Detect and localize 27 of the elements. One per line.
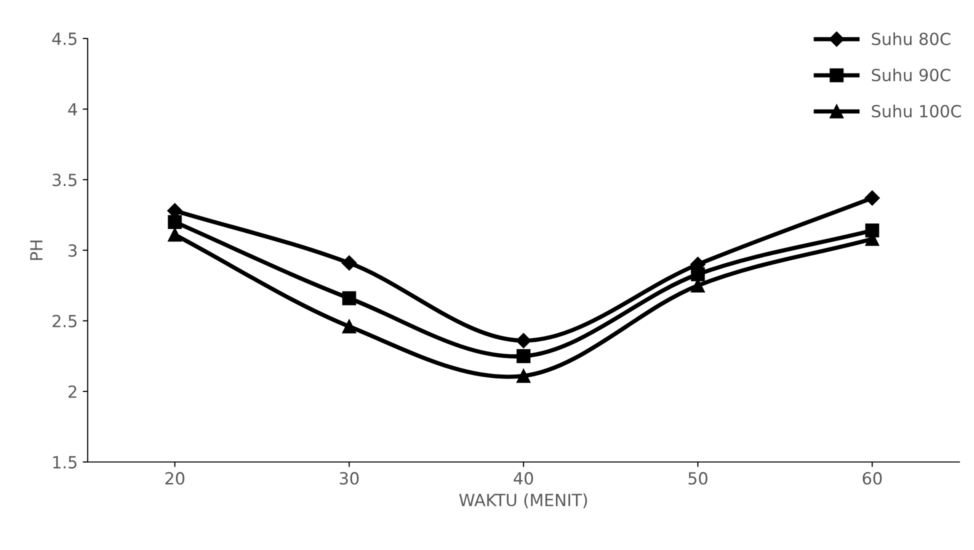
y-axis-title: PH xyxy=(30,240,42,260)
x-tick-label: 30 xyxy=(340,472,359,485)
y-tick-label: 4.5 xyxy=(52,32,76,46)
point xyxy=(342,291,356,306)
x-tick-label: 40 xyxy=(514,472,534,485)
y-tick-label: 2 xyxy=(68,385,76,398)
x-tick-label: 50 xyxy=(688,472,708,485)
point xyxy=(864,190,880,206)
point xyxy=(342,320,356,334)
y-tick-label: 1.5 xyxy=(53,456,76,469)
y-tick-label: 3.5 xyxy=(52,174,76,186)
x-tick-label: 60 xyxy=(862,472,882,485)
point xyxy=(168,228,182,242)
legend-label: Suhu 100C xyxy=(872,104,961,118)
x-tick-label: 20 xyxy=(165,472,184,485)
legend-label: Suhu 90C xyxy=(872,68,950,82)
point xyxy=(516,333,532,348)
point xyxy=(516,368,530,383)
y-tick-label: 2.5 xyxy=(52,314,76,328)
x-axis-title: WAKTU (MENIT) xyxy=(459,493,587,508)
point xyxy=(168,215,182,229)
point xyxy=(690,267,705,282)
point xyxy=(516,349,530,364)
point xyxy=(342,255,357,271)
legend-label: Suhu 80C xyxy=(872,32,950,46)
y-tick-label: 4 xyxy=(68,103,78,116)
y-tick-label: 3 xyxy=(68,244,77,257)
